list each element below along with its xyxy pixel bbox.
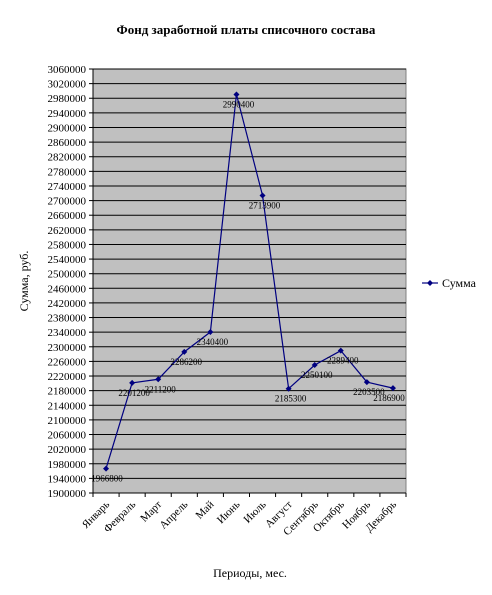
x-tick-label: Май	[193, 499, 216, 522]
series-line	[105, 94, 394, 469]
y-tick-label: 1940000	[48, 473, 87, 485]
y-tick-label: 2100000	[48, 415, 87, 427]
x-axis-title: Периоды, мес.	[213, 566, 287, 580]
y-tick-label: 2420000	[48, 298, 87, 310]
y-tick-label: 3060000	[48, 64, 87, 76]
data-point	[129, 379, 136, 386]
data-point	[259, 192, 266, 199]
data-label: 2203500	[353, 387, 385, 397]
y-tick-label: 2900000	[48, 122, 87, 134]
y-tick-label: 2580000	[48, 239, 87, 251]
data-point	[311, 362, 318, 369]
y-tick-label: 2180000	[48, 386, 87, 398]
y-tick-label: 2140000	[48, 400, 87, 412]
y-tick-label: 2940000	[48, 108, 87, 120]
data-label: 2713900	[249, 201, 281, 211]
y-tick-label: 1900000	[48, 488, 87, 500]
data-point	[103, 465, 110, 472]
y-axis-title: Сумма, руб.	[17, 251, 31, 312]
data-label: 2211200	[145, 384, 177, 394]
y-tick-label: 2620000	[48, 225, 87, 237]
data-label: 2185300	[275, 394, 307, 404]
gridlines	[93, 68, 406, 479]
data-point	[363, 379, 370, 386]
x-tick-label: Апрель	[157, 499, 190, 532]
y-tick-label: 2780000	[48, 166, 87, 178]
legend-entry-label: Сумма	[442, 276, 477, 290]
x-tick-label: Июнь	[215, 499, 243, 527]
y-axis-ticks: 1900000 1940000 1980000 2020000 2060000 21000…	[48, 64, 94, 500]
y-tick-label: 2260000	[48, 356, 87, 368]
y-tick-label: 2540000	[48, 254, 87, 266]
y-tick-label: 2980000	[48, 93, 87, 105]
data-point	[285, 385, 292, 392]
y-tick-label: 2700000	[48, 196, 87, 208]
data-point	[337, 347, 344, 354]
legend: Сумма	[422, 276, 477, 290]
data-label: 1966800	[91, 474, 123, 484]
data-label: 2201200	[118, 388, 150, 398]
data-point	[155, 376, 162, 383]
y-tick-label: 2220000	[48, 371, 87, 383]
plot-area	[92, 68, 407, 494]
data-label: 2286200	[171, 357, 203, 367]
y-tick-label: 2460000	[48, 283, 87, 295]
y-tick-label: 2820000	[48, 152, 87, 164]
data-label: 2250100	[301, 370, 333, 380]
y-tick-label: 2740000	[48, 181, 87, 193]
data-label: 2990400	[223, 99, 255, 109]
chart-title: Фонд заработной платы списочного состава	[117, 22, 376, 37]
data-point	[207, 329, 214, 336]
data-point	[181, 348, 188, 355]
data-label: 2340400	[197, 337, 229, 347]
data-label: 2186900	[373, 393, 405, 403]
y-tick-label: 2660000	[48, 210, 87, 222]
data-point	[389, 385, 396, 392]
data-label: 2289400	[327, 356, 359, 366]
legend-marker	[427, 280, 433, 286]
y-tick-label: 2060000	[48, 430, 87, 442]
y-tick-label: 2380000	[48, 313, 87, 325]
y-tick-label: 2020000	[48, 444, 87, 456]
y-tick-label: 2300000	[48, 342, 87, 354]
y-tick-label: 2340000	[48, 327, 87, 339]
y-tick-label: 2500000	[48, 269, 87, 281]
data-point	[233, 91, 240, 98]
y-tick-label: 3020000	[48, 79, 87, 91]
y-tick-label: 2860000	[48, 137, 87, 149]
y-tick-label: 1980000	[48, 459, 87, 471]
